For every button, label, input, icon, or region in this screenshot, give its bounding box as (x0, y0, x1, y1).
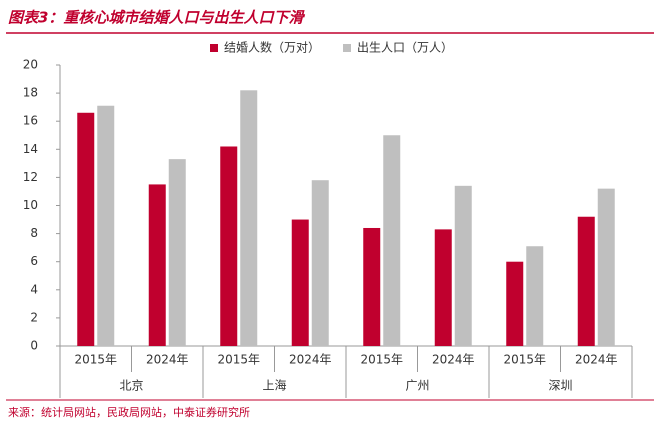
bar (220, 146, 238, 346)
bar (577, 216, 595, 346)
legend-label: 出生人口（万人） (357, 41, 453, 55)
x-tick-label: 2015年 (503, 353, 546, 367)
y-tick-label: 2 (30, 310, 38, 324)
source: 来源：统计局网站，民政局网站，中泰证券研究所 (8, 405, 250, 419)
group-label: 深圳 (548, 379, 572, 393)
group-label: 上海 (262, 378, 286, 393)
bar (291, 219, 309, 346)
y-tick-label: 16 (23, 114, 38, 128)
bar (597, 188, 615, 346)
bar (383, 135, 401, 346)
x-tick-label: 2015年 (360, 353, 403, 367)
bar (526, 246, 544, 346)
bar (168, 159, 186, 346)
y-tick-label: 4 (30, 282, 38, 296)
y-tick-label: 8 (30, 226, 38, 240)
group-label: 北京 (119, 379, 143, 393)
x-tick-label: 2024年 (575, 353, 618, 367)
y-tick-label: 0 (30, 339, 38, 353)
y-tick-label: 6 (30, 254, 38, 268)
y-tick-label: 18 (23, 86, 38, 100)
bar (454, 185, 472, 346)
bar (240, 90, 258, 346)
group-label: 广州 (405, 379, 429, 393)
x-tick-label: 2024年 (146, 353, 189, 367)
bar (148, 184, 166, 346)
legend-swatch (343, 44, 351, 52)
legend-swatch (210, 44, 218, 52)
y-tick-label: 12 (23, 170, 38, 184)
y-tick-label: 20 (23, 58, 38, 72)
y-tick-label: 14 (23, 142, 38, 156)
x-tick-label: 2015年 (74, 353, 117, 367)
bar (434, 229, 452, 346)
x-tick-label: 2024年 (289, 353, 332, 367)
bar (363, 227, 381, 346)
chart-title: 图表3：重核心城市结婚人口与出生人口下滑 (8, 9, 305, 27)
x-tick-label: 2024年 (432, 353, 475, 367)
x-tick-label: 2015年 (217, 353, 260, 367)
bar (311, 180, 329, 346)
legend-label: 结婚人数（万对） (224, 40, 320, 55)
bar (77, 112, 95, 347)
bar (97, 105, 115, 347)
bar (506, 261, 524, 346)
y-tick-label: 10 (23, 198, 38, 212)
